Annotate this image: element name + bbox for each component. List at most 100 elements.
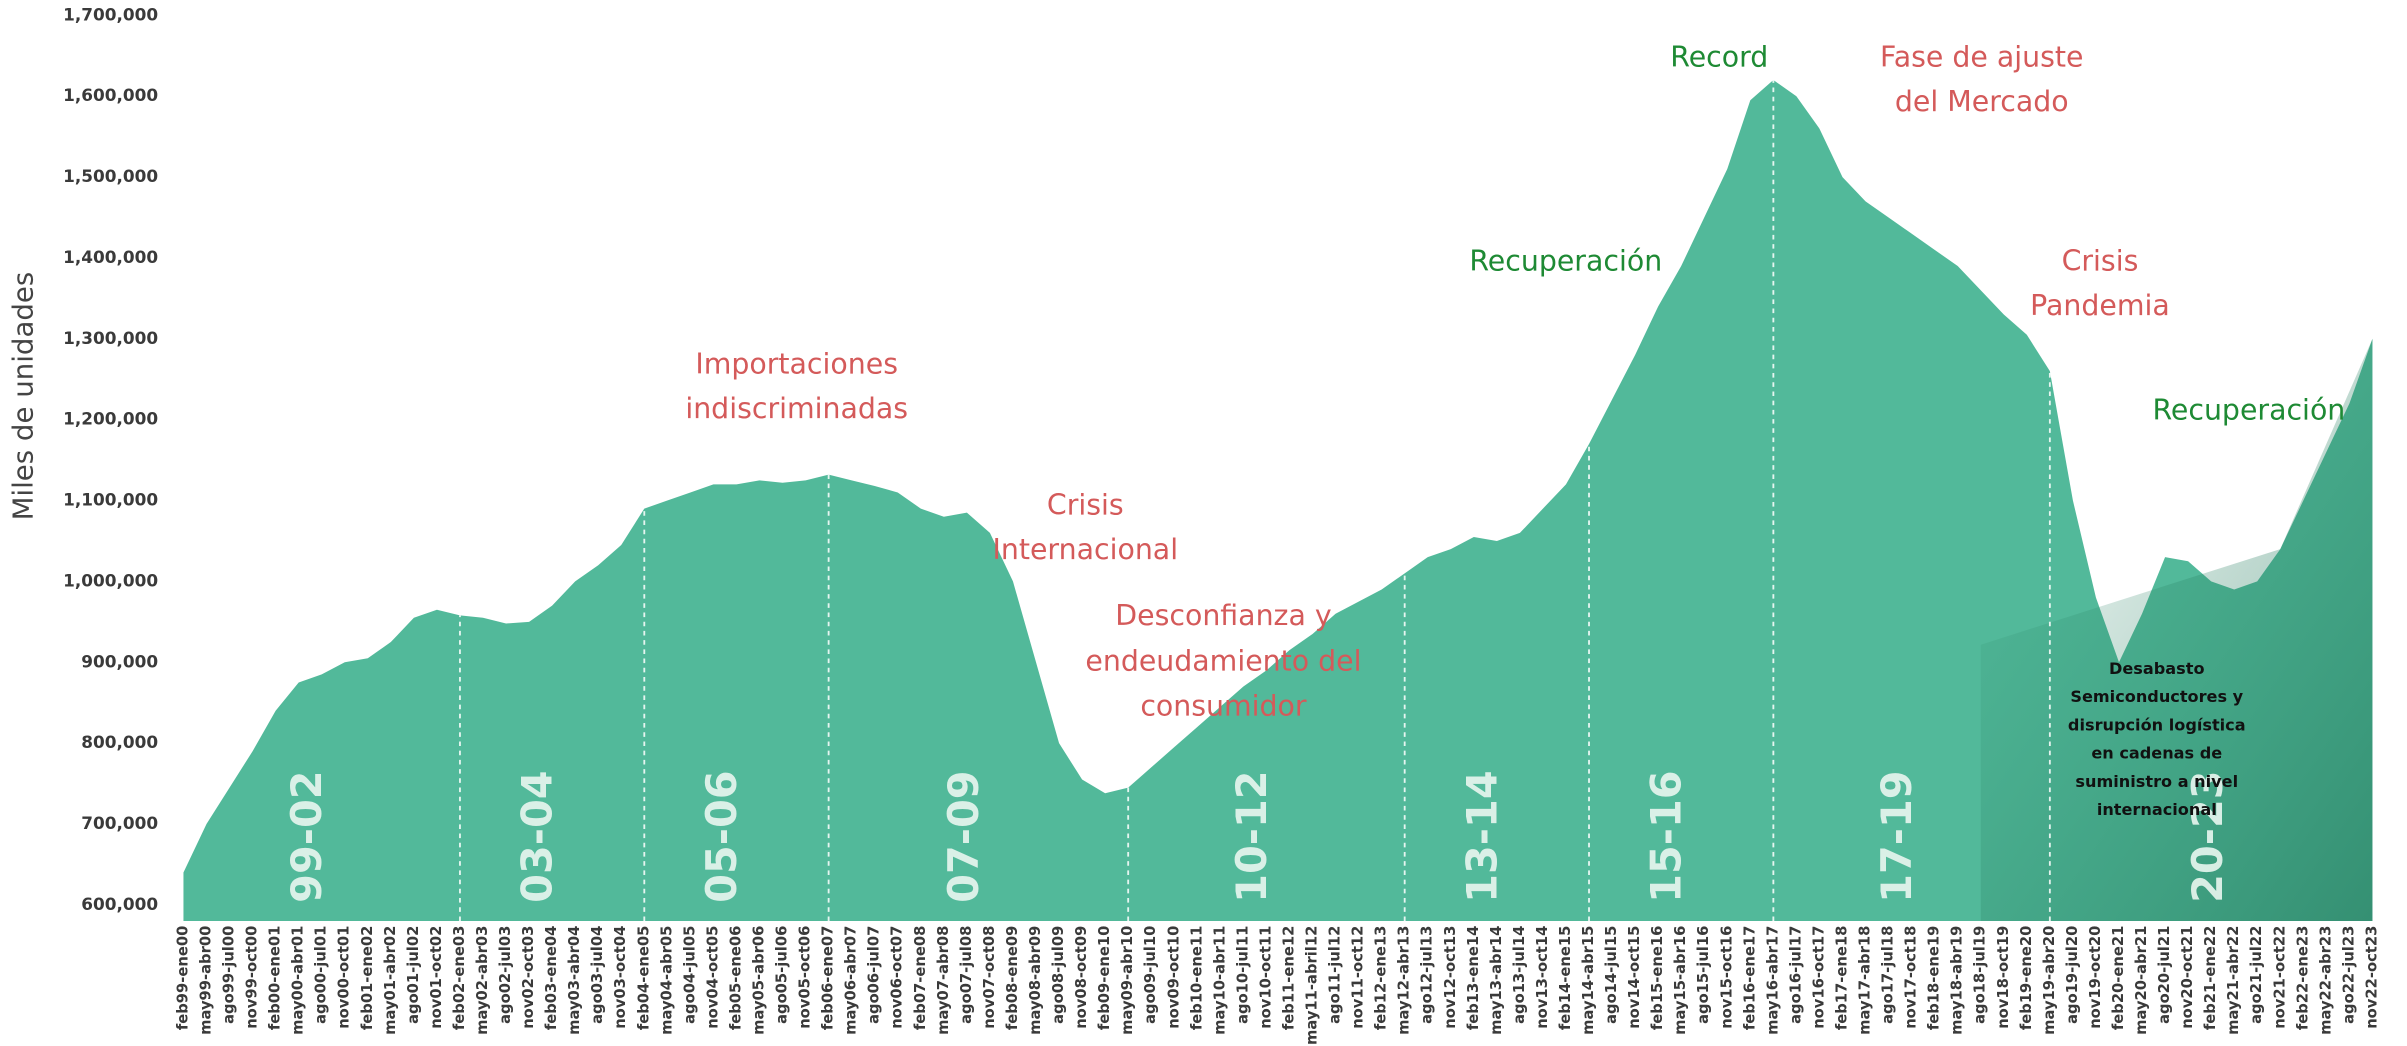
period-label: 13-14 — [1458, 770, 1506, 903]
x-tick-label: feb06-ene07 — [820, 926, 837, 1030]
x-tick-label: nov11-oct12 — [1350, 926, 1367, 1029]
area-shade — [1980, 338, 2373, 922]
x-tick-label: may09-abr10 — [1119, 926, 1136, 1035]
x-tick-label: may06-abr07 — [843, 926, 860, 1035]
x-tick-label: nov07-oct08 — [981, 926, 998, 1029]
annotation: Recuperación — [2152, 393, 2345, 426]
x-tick-label: feb11-ene12 — [1280, 926, 1297, 1030]
x-tick-label: may13-abr14 — [1488, 926, 1505, 1035]
period-label: 10-12 — [1228, 770, 1276, 903]
annotation-line: del Mercado — [1895, 85, 2069, 118]
x-tick-label: ago02-jul03 — [497, 926, 514, 1024]
annotation-line: Recuperación — [1469, 244, 1662, 277]
annotation-note-line: internacional — [2097, 800, 2217, 819]
x-tick-label: feb09-ene10 — [1096, 926, 1113, 1030]
x-tick-label: nov12-oct13 — [1442, 926, 1459, 1029]
x-tick-label: feb22-ene23 — [2294, 926, 2311, 1030]
y-tick-label: 1,700,000 — [63, 4, 158, 24]
x-tick-label: ago14-jul15 — [1603, 926, 1620, 1024]
x-tick-label: feb99-ene00 — [174, 926, 191, 1030]
x-tick-label: ago09-jul10 — [1142, 926, 1159, 1024]
x-tick-label: ago22-jul23 — [2340, 926, 2357, 1024]
x-tick-label: nov99-oct00 — [244, 926, 261, 1029]
x-tick-label: ago21-jul22 — [2248, 926, 2265, 1024]
area — [183, 80, 2373, 922]
annotation-note-line: en cadenas de — [2091, 744, 2222, 763]
x-tick-label: ago04-jul05 — [681, 926, 698, 1024]
y-axis-label: Miles de unidades — [7, 272, 40, 521]
annotation: Crisis Internacional — [993, 489, 1179, 567]
annotation-line: Internacional — [993, 533, 1179, 566]
y-tick-label: 600,000 — [81, 894, 158, 914]
x-tick-label: nov00-oct01 — [336, 926, 353, 1029]
x-tick-label: ago11-jul12 — [1327, 926, 1344, 1024]
x-tick-label: ago15-jul16 — [1695, 926, 1712, 1024]
y-tick-label: 1,400,000 — [63, 247, 158, 267]
x-tick-label: nov20-oct21 — [2179, 926, 2196, 1029]
x-tick-label: feb21-ene22 — [2202, 926, 2219, 1030]
annotation-note-line: suministro a nivel — [2075, 772, 2238, 791]
annotation-note-line: Semiconductores y — [2070, 687, 2243, 706]
annotation-line: Crisis — [1047, 489, 1124, 522]
x-tick-label: ago17-jul18 — [1880, 926, 1897, 1024]
x-tick-label: ago01-jul02 — [405, 926, 422, 1024]
x-tick-label: nov16-oct17 — [1810, 926, 1827, 1029]
x-tick-label: ago00-jul01 — [313, 926, 330, 1024]
x-tick-label: feb07-ene08 — [912, 926, 929, 1030]
x-tick-label: ago99-jul00 — [221, 926, 238, 1024]
annotation-line: Importaciones — [695, 347, 898, 380]
x-tick-label: may02-abr03 — [474, 926, 491, 1035]
x-tick-label: nov21-oct22 — [2271, 926, 2288, 1029]
y-tick-label: 1,100,000 — [63, 490, 158, 510]
x-tick-label: may08-abr09 — [1027, 926, 1044, 1035]
x-tick-label: ago13-jul14 — [1511, 926, 1528, 1024]
period-label: 17-19 — [1873, 770, 1921, 903]
x-tick-label: ago16-jul17 — [1787, 926, 1804, 1024]
x-tick-label: may11-abril12 — [1304, 926, 1321, 1045]
y-tick-label: 1,200,000 — [63, 409, 158, 429]
annotation: Crisis Pandemia — [2030, 244, 2170, 322]
period-label: 05-06 — [698, 770, 746, 903]
x-tick-label: feb16-ene17 — [1741, 926, 1758, 1030]
x-tick-label: nov14-oct15 — [1626, 926, 1643, 1029]
x-tick-label: ago18-jul19 — [1972, 926, 1989, 1024]
y-tick-label: 1,300,000 — [63, 328, 158, 348]
x-tick-label: may14-abr15 — [1580, 926, 1597, 1035]
annotation: Recuperación — [1469, 244, 1662, 277]
x-tick-label: may07-abr08 — [935, 926, 952, 1035]
x-tick-label: nov03-oct04 — [612, 926, 629, 1029]
x-tick-label: nov01-oct02 — [428, 926, 445, 1029]
x-tick-label: feb00-ene01 — [267, 926, 284, 1030]
x-tick-label: ago10-jul11 — [1234, 926, 1251, 1024]
x-tick-label: may05-abr06 — [751, 926, 768, 1035]
x-tick-label: may10-abr11 — [1211, 926, 1228, 1035]
x-tick-label: feb15-ene16 — [1649, 926, 1666, 1030]
y-tick-label: 700,000 — [81, 813, 158, 833]
x-tick-label: ago03-jul04 — [589, 926, 606, 1024]
annotation: Fase de ajuste del Mercado — [1880, 40, 2083, 118]
x-tick-label: ago05-jul06 — [774, 926, 791, 1024]
x-tick-label: ago20-jul21 — [2156, 926, 2173, 1024]
annotation: Record — [1670, 40, 1768, 73]
x-tick-label: may01-abr02 — [382, 926, 399, 1035]
x-tick-label: nov22-oct23 — [2363, 926, 2380, 1029]
annotation-line: indiscriminadas — [685, 392, 908, 425]
x-tick-label: ago12-jul13 — [1419, 926, 1436, 1024]
x-tick-label: may17-abr18 — [1857, 926, 1874, 1035]
x-tick-label: may16-abr17 — [1764, 926, 1781, 1035]
y-tick-label: 1,600,000 — [63, 85, 158, 105]
annotation-line: Crisis — [2062, 244, 2139, 277]
x-tick-label: may20-abr21 — [2133, 926, 2150, 1035]
x-tick-label: feb04-ene05 — [635, 926, 652, 1030]
x-tick-label: nov19-oct20 — [2087, 926, 2104, 1029]
x-tick-label: may22-abr23 — [2317, 926, 2334, 1035]
annotation-line: consumidor — [1140, 690, 1307, 723]
period-label: 03-04 — [514, 770, 562, 903]
x-tick-label: feb20-ene21 — [2110, 926, 2127, 1030]
x-tick-label: nov17-oct18 — [1903, 926, 1920, 1029]
x-tick-label: nov13-oct14 — [1534, 926, 1551, 1029]
annotation: Desabasto Semiconductores y disrupción log… — [2068, 659, 2246, 819]
annotation-line: endeudamiento del — [1085, 644, 1361, 677]
x-tick-label: feb02-ene03 — [451, 926, 468, 1030]
x-tick-label: may03-abr04 — [566, 926, 583, 1035]
